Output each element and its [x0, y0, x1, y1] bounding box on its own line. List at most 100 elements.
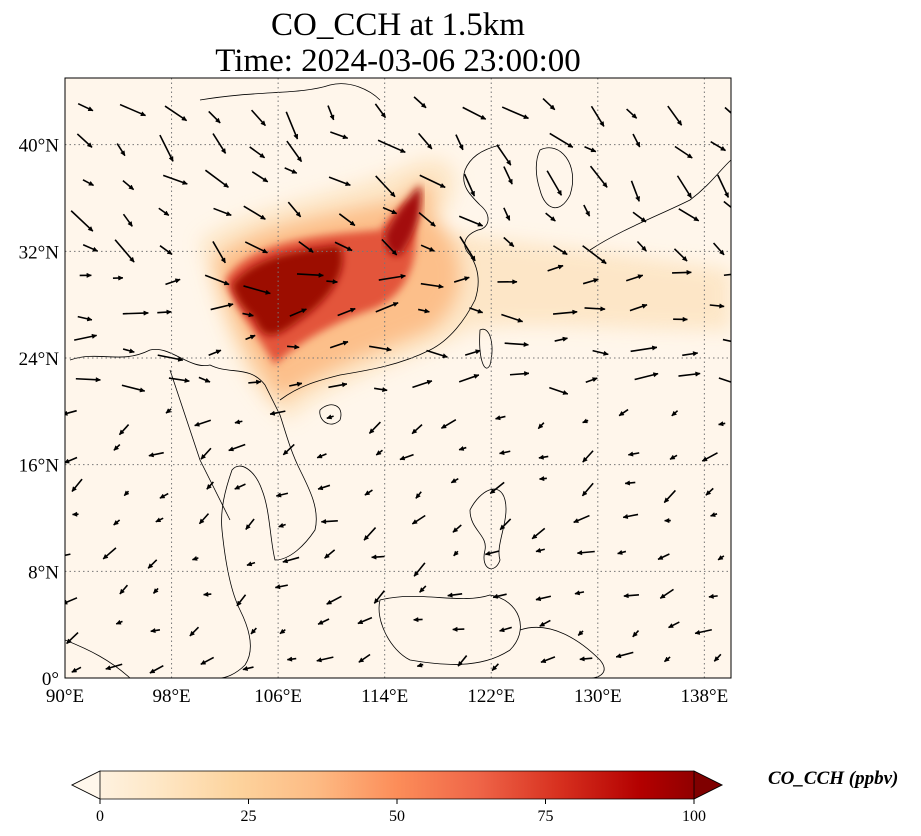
wind-arrow-head [512, 279, 518, 285]
wind-arrow-head [149, 668, 156, 674]
wind-arrow-head [129, 256, 135, 263]
wind-arrow-head [508, 241, 515, 247]
wind-arrow-head [341, 382, 348, 388]
wind-arrow-head [600, 306, 606, 312]
wind-arrow-head [342, 134, 349, 140]
wind-arrow-head [307, 247, 314, 253]
wind-arrow-head [458, 144, 464, 151]
wind-arrow-head [463, 276, 470, 282]
plume-core [232, 245, 343, 336]
wind-arrow-head [326, 414, 333, 420]
wind-arrow-shaft [65, 553, 71, 557]
wind-arrow-head [363, 534, 370, 541]
longitude-ticks: 90°E 98°E 106°E 114°E 122°E 130°E 138°E [46, 686, 728, 707]
wind-arrow-head [452, 626, 458, 632]
wind-arrow-head [399, 455, 406, 461]
wind-arrow-head [641, 303, 648, 309]
wind-arrow-head [590, 147, 597, 153]
wind-arrow-head [375, 450, 382, 456]
wind-arrow-head [416, 662, 423, 668]
wind-arrow-shaft [718, 377, 731, 383]
wind-arrow-head [693, 216, 700, 222]
wind-vectors [65, 96, 747, 674]
wind-arrow-head [631, 113, 638, 119]
wind-arrow-head [140, 111, 147, 117]
wind-arrow-head [582, 456, 588, 463]
wind-arrow-head [200, 659, 207, 665]
wind-arrow-head [291, 168, 298, 174]
wind-arrow-shaft [204, 169, 229, 188]
colorbar-tick-label: 100 [682, 808, 706, 825]
wind-arrow-head [599, 121, 605, 127]
wind-arrow-head [671, 410, 678, 417]
wind-arrow-head [440, 423, 447, 429]
wind-arrow-head [294, 344, 300, 350]
wind-arrow-head [593, 278, 599, 284]
wind-arrow-head [317, 485, 324, 491]
wind-arrow-head [259, 152, 266, 159]
wind-arrow-head [582, 490, 588, 497]
wind-arrow-head [389, 191, 396, 198]
wind-arrow-head [573, 518, 580, 523]
lon-tick-label: 130°E [574, 686, 622, 707]
wind-arrow-head [450, 478, 457, 483]
wind-arrow-head [174, 278, 181, 284]
wind-arrow-head [439, 182, 446, 188]
wind-arrow-head [523, 114, 530, 119]
gridlines [65, 78, 731, 678]
wind-arrow-head [736, 117, 741, 122]
colorbar-tick-label: 25 [241, 808, 257, 825]
wind-arrow-head [663, 497, 670, 504]
wind-arrow-head [517, 317, 524, 323]
wind-arrow-head [364, 490, 371, 496]
wind-arrow-head [296, 156, 302, 163]
wind-arrow-head [582, 418, 588, 424]
wind-arrow-head [415, 493, 421, 499]
wind-arrow-head [260, 214, 266, 220]
wind-arrow-head [603, 350, 609, 356]
wind-arrow-head [155, 517, 162, 523]
wind-arrow-head [652, 372, 659, 378]
wind-arrow-head [557, 264, 564, 270]
wind-arrow-head [411, 428, 418, 435]
wind-arrow-shaft [723, 200, 731, 209]
wind-arrow-head [147, 563, 154, 569]
wind-arrow-head [498, 449, 505, 456]
wind-arrow-head [492, 593, 499, 599]
wind-arrow-head [498, 627, 505, 633]
wind-arrow-head [86, 142, 93, 148]
lon-tick-label: 98°E [152, 686, 190, 707]
wind-arrow-head [705, 490, 712, 496]
wind-arrow-head [742, 271, 747, 275]
wind-arrow-head [139, 387, 146, 393]
wind-arrow-head [618, 410, 625, 417]
wind-arrow-head [664, 517, 670, 524]
wind-arrow-head [234, 484, 241, 490]
wind-arrow-head [426, 143, 433, 150]
wind-arrow-head [615, 653, 622, 659]
wind-arrow-head [538, 454, 544, 460]
wind-arrow-head [438, 283, 444, 289]
wind-arrow-head [458, 445, 465, 451]
wind-arrow-head [204, 377, 211, 383]
wind-arrow-head [105, 665, 112, 671]
colorbar-label: CO_CCH (ppbv) [768, 768, 899, 789]
wind-arrow-head [316, 453, 323, 459]
wind-arrow-head [220, 257, 226, 264]
wind-arrow-head [717, 555, 724, 561]
lon-tick-label: 106°E [254, 686, 302, 707]
wind-arrow-head [202, 591, 209, 597]
wind-arrow-head [320, 518, 327, 525]
wind-arrow-head [419, 587, 425, 593]
wind-arrow-head [153, 588, 159, 594]
wind-arrow-head [742, 215, 747, 220]
wind-arrow-head [346, 246, 353, 251]
wind-arrow-head [576, 550, 583, 556]
lon-tick-label: 122°E [467, 686, 515, 707]
coast-sulawesi [519, 626, 605, 678]
wind-arrow-head [386, 346, 392, 352]
wind-arrow-shaft [724, 106, 731, 114]
colorbar-min-extend [71, 770, 101, 800]
wind-arrow-head [166, 249, 173, 255]
wind-arrow-head [373, 598, 380, 604]
